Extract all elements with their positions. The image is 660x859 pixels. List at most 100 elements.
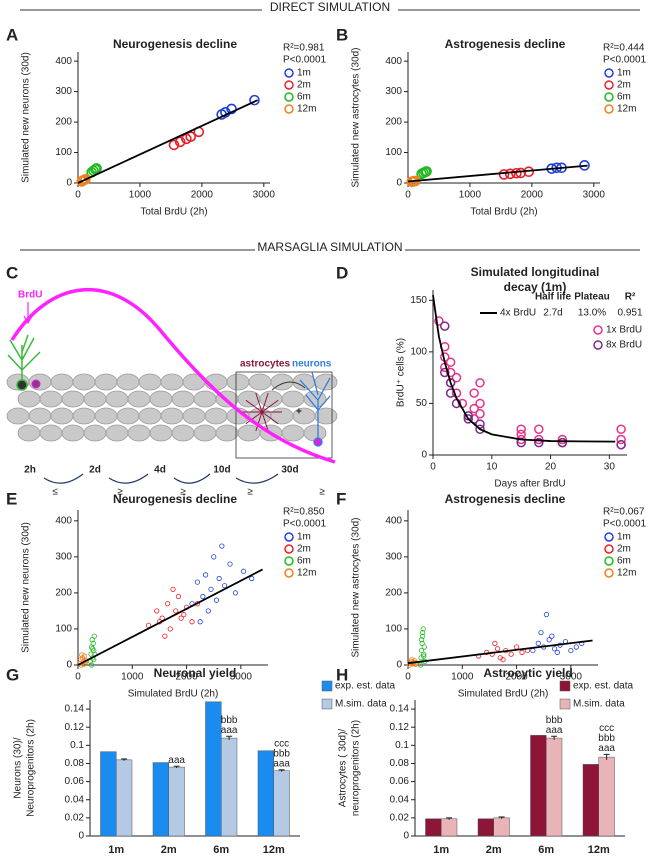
point bbox=[213, 597, 220, 603]
bar bbox=[582, 764, 599, 837]
point bbox=[227, 561, 233, 567]
cell bbox=[193, 424, 217, 442]
legend-label: 6m bbox=[297, 556, 311, 567]
bar bbox=[530, 735, 547, 837]
y-tick-label: 300 bbox=[385, 552, 402, 563]
bar bbox=[257, 750, 274, 837]
cell bbox=[127, 390, 151, 408]
neuron-dendrite bbox=[317, 377, 331, 401]
point bbox=[508, 651, 514, 657]
y-axis-label: Simulated new astrocytes (30d) bbox=[351, 47, 362, 187]
legend-label: 12m bbox=[297, 568, 316, 579]
y-axis-label: BrdU⁺ cells (%) bbox=[396, 338, 407, 407]
point bbox=[221, 583, 228, 589]
x-tick-label: 2m bbox=[161, 844, 177, 856]
fit-line bbox=[77, 568, 263, 666]
cell bbox=[171, 390, 195, 408]
cell bbox=[28, 407, 52, 425]
y-tick-label: 0.1 bbox=[70, 740, 84, 751]
cell bbox=[105, 424, 129, 442]
point bbox=[445, 357, 456, 367]
legend-marker bbox=[284, 92, 294, 102]
legend-label: 1m bbox=[617, 68, 631, 79]
point bbox=[226, 103, 237, 115]
astrocyte-process bbox=[255, 392, 263, 413]
x-tick-label: 1000 bbox=[121, 672, 144, 683]
point bbox=[549, 633, 555, 639]
legend-marker bbox=[284, 544, 294, 554]
point bbox=[534, 424, 544, 434]
point bbox=[194, 579, 201, 585]
astrocyte-process bbox=[261, 411, 279, 425]
legend-marker bbox=[604, 568, 614, 578]
legend-marker bbox=[593, 340, 603, 350]
fit-header: Plateau bbox=[574, 292, 610, 303]
point bbox=[475, 409, 485, 419]
y-tick-label: 0.06 bbox=[65, 776, 85, 787]
point bbox=[240, 568, 247, 574]
point bbox=[420, 626, 426, 632]
point bbox=[159, 615, 165, 621]
fit-line bbox=[407, 639, 593, 665]
y-tick-label: 0 bbox=[66, 660, 72, 671]
cell-label: astrocytes bbox=[240, 359, 290, 370]
y-axis-label: Astrocytes ( 30d)/ bbox=[338, 729, 349, 808]
fit-line bbox=[407, 164, 588, 183]
legend-label: 4x BrdU bbox=[500, 308, 536, 319]
y-tick-label: 0.14 bbox=[65, 704, 85, 715]
x-tick-label: 6m bbox=[538, 844, 554, 856]
significance: bbb bbox=[273, 748, 290, 759]
point bbox=[445, 367, 456, 378]
timepoint-label: 2h bbox=[24, 465, 36, 476]
legend-label: 6m bbox=[617, 556, 631, 567]
timepoint-label: 30d bbox=[281, 465, 298, 476]
x-tick-label: 12m bbox=[263, 844, 285, 856]
cell bbox=[281, 424, 305, 442]
y-tick-label: 300 bbox=[385, 86, 402, 97]
y-tick-label: 0.12 bbox=[65, 722, 85, 733]
time-arrow bbox=[173, 473, 211, 484]
point bbox=[154, 608, 160, 614]
significance: aaa bbox=[168, 755, 185, 766]
neuron-dendrite bbox=[21, 334, 29, 353]
cell bbox=[281, 390, 305, 408]
y-tick-label: 0.02 bbox=[65, 813, 85, 824]
point bbox=[498, 169, 510, 180]
point bbox=[90, 646, 96, 652]
bar bbox=[205, 701, 222, 837]
x-tick-label: 0 bbox=[75, 190, 81, 201]
y-tick-label: 300 bbox=[55, 86, 72, 97]
panel-letter: B bbox=[336, 25, 348, 44]
comparison: ≤ bbox=[52, 487, 58, 498]
legend-label: M.sim. data bbox=[335, 699, 387, 710]
cell bbox=[61, 390, 85, 408]
x-tick-label: 3000 bbox=[583, 190, 606, 201]
panel-letter: G bbox=[6, 665, 19, 684]
brdu-arrowhead bbox=[23, 315, 33, 325]
point bbox=[475, 424, 485, 434]
legend-marker bbox=[284, 568, 294, 578]
y-tick-label: 0 bbox=[421, 450, 427, 461]
neuron-dendrite bbox=[7, 354, 23, 371]
fit-value: 2.7d bbox=[543, 308, 562, 319]
annotation: P<0.0001 bbox=[283, 519, 327, 530]
significance: aaa bbox=[221, 725, 238, 736]
cell bbox=[6, 407, 30, 425]
cell bbox=[182, 407, 206, 425]
point bbox=[494, 646, 501, 652]
y-tick-label: 400 bbox=[55, 515, 72, 526]
cell bbox=[94, 373, 118, 391]
legend-marker bbox=[284, 68, 294, 78]
x-tick-label: 2000 bbox=[191, 190, 214, 201]
panel-letter: F bbox=[336, 489, 346, 508]
point bbox=[440, 321, 450, 331]
point bbox=[181, 611, 187, 618]
y-tick-label: 0.06 bbox=[390, 776, 410, 787]
y-tick-label: 50 bbox=[416, 398, 428, 409]
y-tick-label: 0.02 bbox=[390, 813, 410, 824]
legend-label: 2m bbox=[617, 80, 631, 91]
legend-marker bbox=[604, 104, 614, 114]
section-title: DIRECT SIMULATION bbox=[270, 0, 390, 14]
y-tick-label: 0 bbox=[78, 831, 84, 842]
